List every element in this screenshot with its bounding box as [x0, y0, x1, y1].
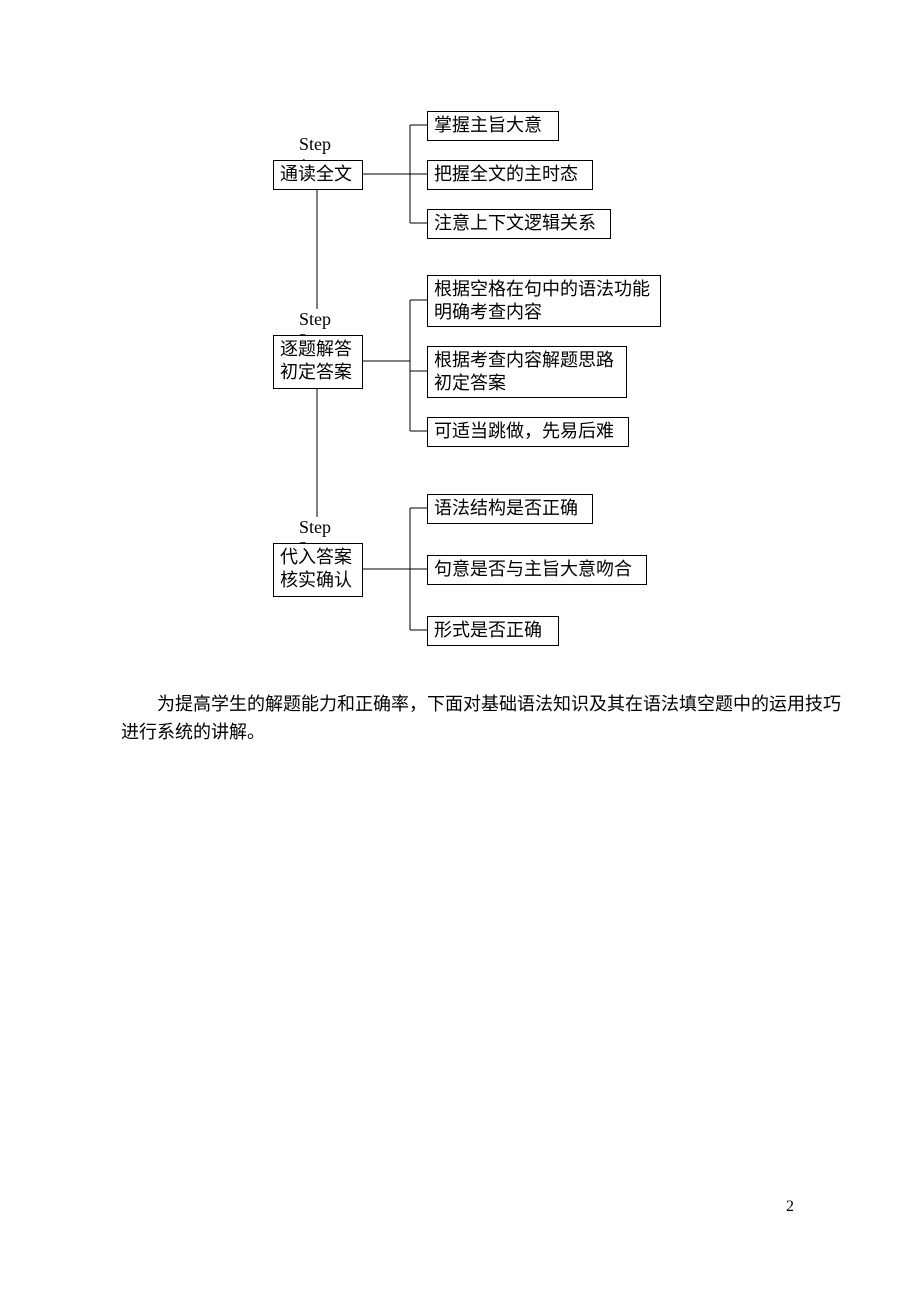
- step2-child-2: 可适当跳做，先易后难: [427, 417, 629, 447]
- step2-child-1: 根据考查内容解题思路 初定答案: [427, 346, 627, 398]
- page-number: 2: [786, 1198, 794, 1216]
- step3-main: 代入答案 核实确认: [273, 543, 363, 597]
- step1-child-0: 掌握主旨大意: [427, 111, 559, 141]
- step2-child-0: 根据空格在句中的语法功能 明确考查内容: [427, 275, 661, 327]
- body-text-line2: 进行系统的讲解。: [121, 718, 265, 747]
- step3-child-0: 语法结构是否正确: [427, 494, 593, 524]
- step1-main: 通读全文: [273, 160, 363, 190]
- page: Step 1通读全文掌握主旨大意把握全文的主时态注意上下文逻辑关系Step 2逐…: [0, 0, 920, 1302]
- step1-child-2: 注意上下文逻辑关系: [427, 209, 611, 239]
- step2-main: 逐题解答 初定答案: [273, 335, 363, 389]
- step3-child-2: 形式是否正确: [427, 616, 559, 646]
- step3-child-1: 句意是否与主旨大意吻合: [427, 555, 647, 585]
- step1-child-1: 把握全文的主时态: [427, 160, 593, 190]
- body-text-line1: 为提高学生的解题能力和正确率，下面对基础语法知识及其在语法填空题中的运用技巧: [121, 690, 841, 719]
